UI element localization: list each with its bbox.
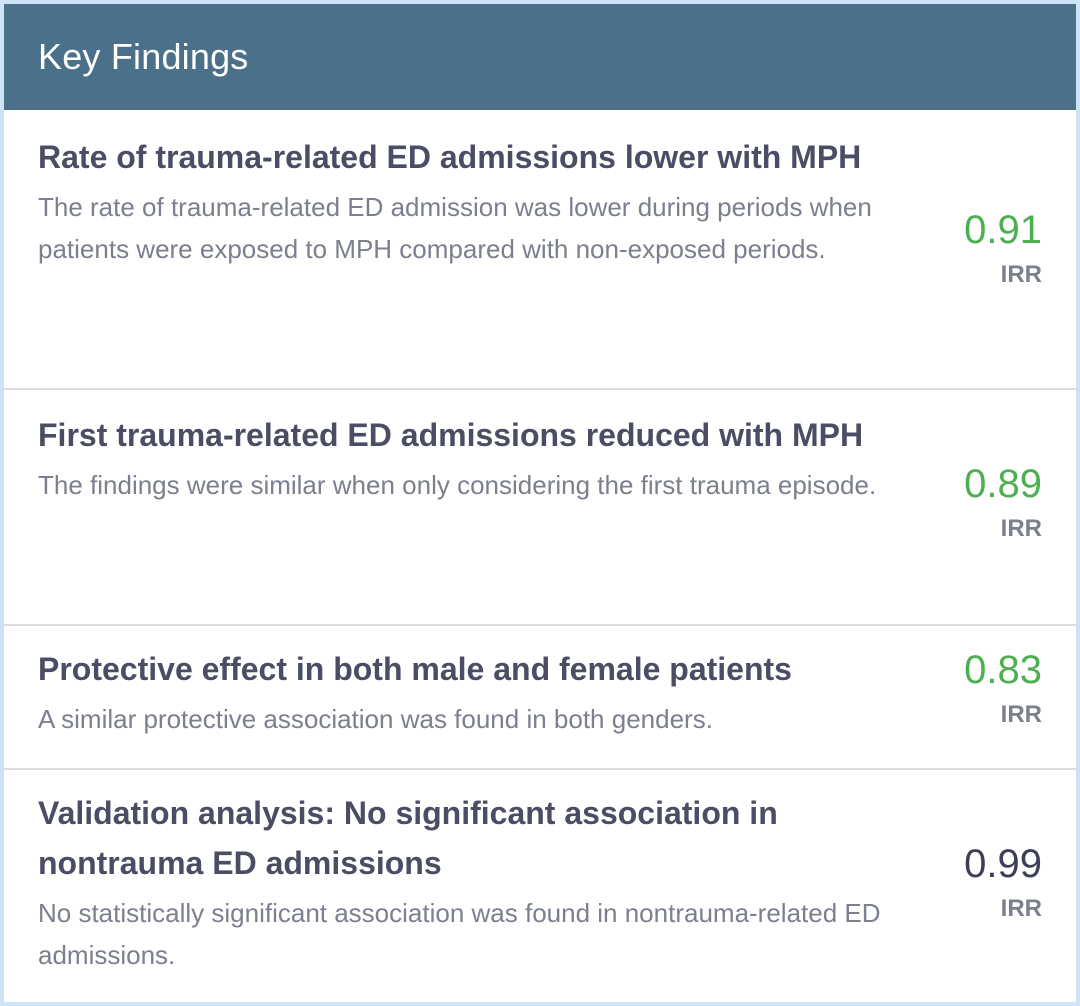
finding-title: Validation analysis: No significant asso… [38, 795, 778, 881]
finding-text: Protective effect in both male and femal… [38, 644, 918, 740]
finding-row: First trauma-related ED admissions reduc… [4, 390, 1076, 626]
finding-title: Rate of trauma-related ED admissions low… [38, 139, 862, 175]
irr-value: 0.83 [964, 648, 1042, 692]
finding-description: The rate of trauma-related ED admission … [38, 192, 872, 264]
irr-label: IRR [1000, 701, 1042, 728]
finding-row: Rate of trauma-related ED admissions low… [4, 110, 1076, 390]
finding-metric: 0.91 IRR [964, 206, 1042, 290]
irr-value: 0.91 [964, 208, 1042, 252]
finding-description: No statistically significant association… [38, 898, 881, 970]
finding-text: First trauma-related ED admissions reduc… [38, 410, 918, 506]
finding-text: Validation analysis: No significant asso… [38, 788, 918, 976]
irr-label: IRR [1000, 895, 1042, 922]
finding-row: Protective effect in both male and femal… [4, 626, 1076, 770]
finding-description: The findings were similar when only cons… [38, 470, 877, 500]
finding-title: Protective effect in both male and femal… [38, 651, 792, 687]
finding-metric: 0.83 IRR [964, 646, 1042, 730]
card-header: Key Findings [4, 4, 1076, 110]
finding-metric: 0.99 IRR [964, 840, 1042, 924]
key-findings-card: Key Findings Rate of trauma-related ED a… [4, 4, 1076, 1002]
finding-text: Rate of trauma-related ED admissions low… [38, 132, 918, 270]
finding-title: First trauma-related ED admissions reduc… [38, 417, 864, 453]
finding-metric: 0.89 IRR [964, 460, 1042, 544]
irr-label: IRR [1000, 261, 1042, 288]
irr-value: 0.89 [964, 462, 1042, 506]
irr-value: 0.99 [964, 842, 1042, 886]
card-title: Key Findings [38, 36, 249, 77]
irr-label: IRR [1000, 515, 1042, 542]
finding-description: A similar protective association was fou… [38, 704, 713, 734]
finding-row: Validation analysis: No significant asso… [4, 770, 1076, 1002]
